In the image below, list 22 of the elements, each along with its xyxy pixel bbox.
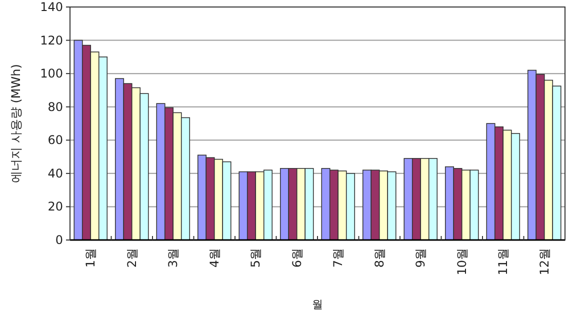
y-axis-title: 에너지 사용량 (MWh) [9,64,23,183]
x-axis-title: 월 [312,298,323,311]
y-tick-label: 80 [48,100,63,114]
x-tick-label: 3월 [166,248,180,268]
x-tick-label: 11월 [496,248,510,276]
x-tick-label: 6월 [290,248,304,268]
y-tick-label: 20 [48,200,63,214]
x-tick-label: 2월 [124,248,139,268]
y-tick-label: 120 [40,33,63,48]
x-tick-label: 8월 [372,248,386,268]
x-tick-label: 4월 [207,248,222,268]
y-tick-label: 0 [55,233,63,247]
x-tick-label: 10월 [454,248,469,276]
x-tick-label: 1월 [84,248,98,268]
x-tick-label: 9월 [414,248,428,268]
x-tick-label: 7월 [331,248,346,268]
x-tick-label: 12월 [537,248,552,276]
x-tick-label: 5월 [248,248,263,268]
y-tick-label: 40 [48,166,63,180]
y-tick-label: 140 [40,0,63,14]
y-tick-label: 60 [48,133,63,148]
y-tick-label: 100 [40,66,63,81]
